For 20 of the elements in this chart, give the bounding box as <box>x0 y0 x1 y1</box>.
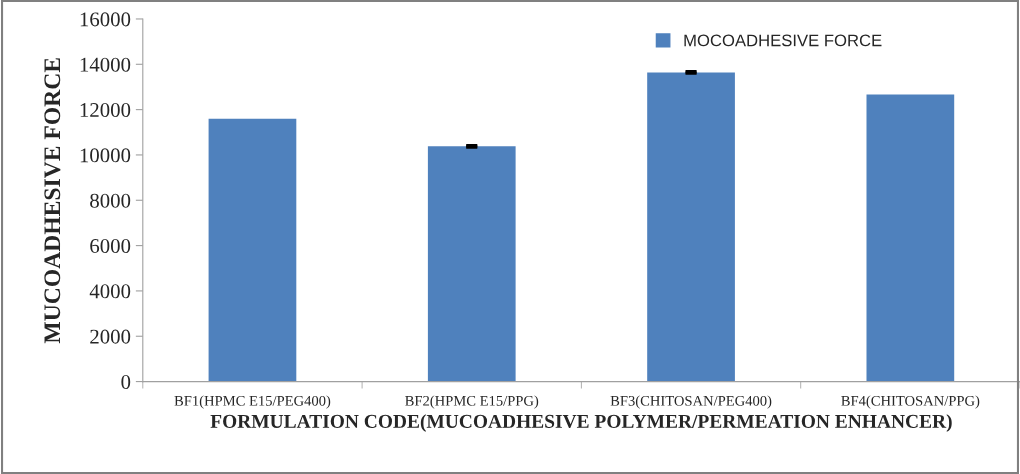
y-tick-label: 12000 <box>80 102 131 118</box>
bar <box>866 94 955 382</box>
x-tick-label: BF4(CHITOSAN/PPG) <box>841 395 980 409</box>
x-tick-label: BF3(CHITOSAN/PEG400) <box>610 395 772 409</box>
bar <box>427 146 516 382</box>
y-tick-label: 0 <box>121 374 131 389</box>
y-tick-label: 14000 <box>80 57 131 72</box>
x-tick-label: BF2(HPMC E15/PPG) <box>405 395 539 409</box>
y-tick-label: 2000 <box>90 329 131 344</box>
x-axis-title: FORMULATION CODE(MUCOADHESIVE POLYMER/PERMEATION ENHANCER) <box>210 414 952 432</box>
y-tick-label: 8000 <box>90 193 131 208</box>
y-tick-label: 6000 <box>90 238 131 254</box>
legend-label: MOCOADHESIVE FORCE <box>684 34 882 47</box>
y-tick-label: 16000 <box>80 12 131 27</box>
y-axis-title: MUCOADHESIVE FORCE <box>44 58 61 344</box>
y-tick-label: 4000 <box>89 284 131 299</box>
x-tick-label: BF1(HPMC E15/PEG400) <box>174 395 331 409</box>
y-tick-label: 10000 <box>80 148 131 163</box>
bar <box>647 72 735 382</box>
bar <box>208 118 297 382</box>
